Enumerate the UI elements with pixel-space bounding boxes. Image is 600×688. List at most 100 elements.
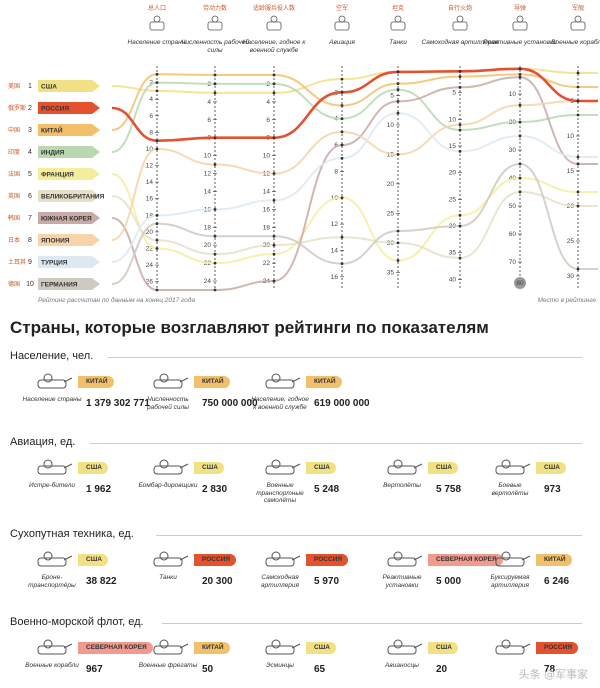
tick-label: 35 bbox=[449, 250, 457, 257]
leader-country-badge: КИТАЙ bbox=[194, 376, 230, 388]
tick-label: 26 bbox=[146, 279, 154, 286]
column-header: Самоходная артиллерия bbox=[421, 38, 499, 46]
rank-dot bbox=[396, 241, 400, 245]
artillery-icon bbox=[262, 548, 306, 574]
rank-dot bbox=[272, 82, 276, 86]
country-badge bbox=[38, 278, 100, 290]
section-title: Страны, которые возглавляют рейтинги по … bbox=[10, 318, 489, 337]
leader-item: Боевые вертолёты США 973 bbox=[492, 456, 600, 502]
column-header: Военные корабли bbox=[551, 38, 600, 46]
rank-dot bbox=[213, 234, 217, 238]
country-name: США bbox=[41, 84, 57, 91]
column-header: Население страны bbox=[127, 39, 186, 46]
country-cn-label: 中国 bbox=[8, 126, 20, 134]
country-cn-label: 法国 bbox=[8, 170, 20, 178]
tick-label: 16 bbox=[146, 196, 154, 203]
tick-label: 70 bbox=[509, 259, 517, 266]
country-rank: 7 bbox=[28, 215, 32, 222]
note-right: Место в рейтинге bbox=[538, 296, 597, 304]
leader-country-badge: США bbox=[306, 642, 336, 654]
rank-dot bbox=[518, 73, 522, 76]
person-icon bbox=[34, 370, 78, 396]
person-icon bbox=[149, 15, 165, 31]
rank-dot bbox=[155, 238, 159, 242]
tick-label: 10 bbox=[509, 91, 517, 98]
tick-label: 60 bbox=[509, 231, 517, 238]
rank-dot bbox=[155, 222, 159, 226]
rank-dot bbox=[155, 247, 159, 250]
column-cn-label: 适龄服兵役人数 bbox=[253, 4, 295, 12]
rank-dot bbox=[340, 143, 344, 147]
rank-dot bbox=[340, 90, 344, 94]
country-rank: 1 bbox=[28, 83, 32, 90]
tick-label: 25 bbox=[567, 238, 575, 245]
group-title: Военно-морской флот, ед. bbox=[10, 616, 144, 628]
leader-value: 38 822 bbox=[86, 576, 117, 587]
country-badge bbox=[38, 80, 100, 92]
worker-icon bbox=[207, 15, 223, 31]
leader-label: Танки bbox=[159, 574, 177, 581]
leader-country-badge: США bbox=[194, 462, 224, 474]
country-rank: 9 bbox=[28, 259, 32, 266]
tick-label: 16 bbox=[263, 206, 271, 213]
tick-label: 14 bbox=[204, 188, 212, 195]
leader-country-badge: СЕВЕРНАЯ КОРЕЯ bbox=[78, 642, 153, 654]
rank-dot bbox=[213, 163, 217, 166]
tick-label: 25 bbox=[449, 196, 457, 203]
rank-dot bbox=[272, 252, 276, 256]
country-name: ИНДИЯ bbox=[41, 150, 65, 157]
transport-plane-icon bbox=[262, 456, 306, 482]
leader-value: 65 bbox=[314, 664, 326, 675]
rank-dot bbox=[272, 234, 276, 238]
leader-label: Военные транспортные самолёты bbox=[256, 482, 304, 504]
country-rank: 8 bbox=[28, 237, 32, 244]
rank-dot bbox=[576, 204, 580, 208]
leader-country-badge: КИТАЙ bbox=[306, 376, 342, 388]
country-cn-label: 美国 bbox=[8, 82, 20, 90]
bump-chart: 总人口 Население страны 劳动力数 Численность рабоч… bbox=[8, 4, 600, 304]
bomber-icon bbox=[150, 456, 194, 482]
tick-label: 10 bbox=[449, 116, 457, 123]
leader-value: 78 bbox=[544, 664, 556, 675]
tick-label: 14 bbox=[263, 188, 271, 195]
rank-dot bbox=[213, 207, 217, 211]
country-rank: 10 bbox=[26, 281, 34, 288]
leader-value: 1 379 302 771 bbox=[86, 398, 150, 409]
tick-label: 10 bbox=[146, 146, 154, 153]
leader-item: Реактивные установки СЕВЕРНАЯ КОРЕЯ 5 000 bbox=[383, 548, 503, 594]
rank-dot bbox=[340, 117, 344, 121]
leader-value: 20 300 bbox=[202, 576, 233, 587]
leader-label: Авианосцы bbox=[385, 662, 419, 669]
rank-dot bbox=[458, 75, 462, 79]
rank-dot bbox=[518, 162, 522, 166]
leader-value: 5 000 bbox=[436, 576, 462, 587]
leader-value: 20 bbox=[436, 664, 448, 675]
column-cn-label: 坦克 bbox=[392, 4, 404, 12]
leader-item: РОССИЯ 78 bbox=[492, 636, 600, 682]
leader-value: 2 830 bbox=[202, 484, 228, 495]
country-cn-label: 德国 bbox=[8, 280, 20, 288]
column-header: Танки bbox=[389, 39, 407, 46]
tick-label: 10 bbox=[263, 153, 271, 160]
rank-dot bbox=[155, 288, 159, 292]
leader-value: 750 000 000 bbox=[202, 398, 258, 409]
fan-icon bbox=[334, 15, 350, 31]
destroyer-icon bbox=[262, 636, 306, 662]
leader-label: Буксируемая артиллерия bbox=[490, 574, 530, 589]
rank-dot bbox=[155, 89, 159, 93]
rank-dot bbox=[272, 172, 276, 175]
leader-value: 5 758 bbox=[436, 484, 462, 495]
tick-label: 4 bbox=[207, 99, 211, 106]
leader-item: Буксируемая артиллерия КИТАЙ 6 246 bbox=[491, 548, 600, 594]
rank-dot bbox=[576, 113, 580, 117]
tick-label: 14 bbox=[331, 247, 339, 254]
leader-label: Броне-транспортёры bbox=[28, 574, 76, 589]
leader-item: Танки РОССИЯ 20 300 bbox=[150, 548, 260, 594]
tick-label: 10 bbox=[387, 122, 395, 129]
group-title: Сухопутная техника, ед. bbox=[10, 528, 134, 540]
soldier-icon bbox=[262, 370, 306, 396]
rank-dot bbox=[518, 176, 522, 180]
tick-label: 10 bbox=[567, 133, 575, 140]
rank-dot bbox=[396, 88, 400, 91]
rank-dot bbox=[213, 252, 217, 256]
